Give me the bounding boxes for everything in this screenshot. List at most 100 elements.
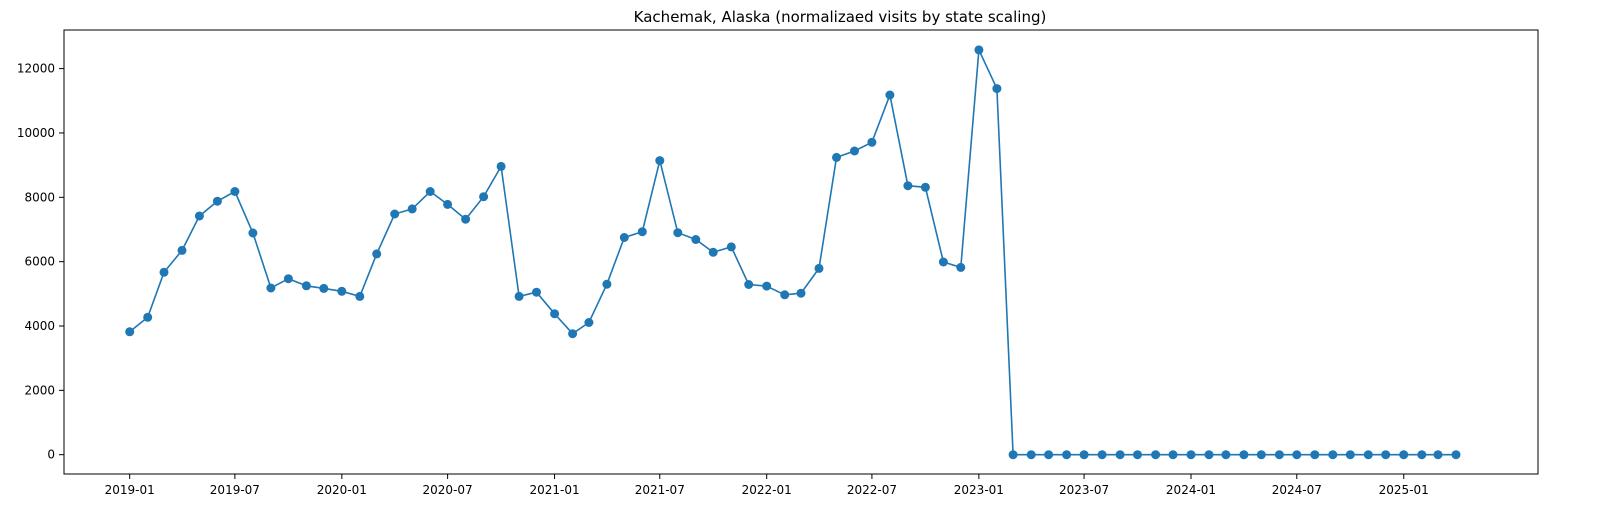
data-point bbox=[619, 233, 629, 242]
data-point bbox=[1204, 450, 1214, 460]
data-point bbox=[372, 249, 382, 259]
data-point bbox=[1310, 450, 1320, 460]
data-point bbox=[1274, 450, 1284, 460]
data-point bbox=[514, 291, 524, 301]
x-tick-label: 2022-07 bbox=[847, 483, 897, 497]
data-point bbox=[903, 181, 913, 191]
y-tick-label: 8000 bbox=[24, 190, 55, 204]
data-point bbox=[248, 228, 258, 238]
x-tick-label: 2025-01 bbox=[1379, 483, 1429, 497]
data-point bbox=[159, 267, 169, 277]
data-point bbox=[1151, 450, 1161, 460]
data-point bbox=[602, 279, 612, 289]
data-point bbox=[443, 199, 453, 209]
y-tick-label: 10000 bbox=[17, 126, 55, 140]
data-point bbox=[1256, 450, 1266, 460]
data-point bbox=[283, 274, 293, 284]
data-point bbox=[1097, 450, 1107, 460]
x-tick-label: 2019-07 bbox=[210, 483, 260, 497]
y-tick-label: 4000 bbox=[24, 319, 55, 333]
data-point bbox=[532, 287, 541, 297]
x-tick-label: 2021-07 bbox=[635, 483, 685, 497]
data-point bbox=[496, 161, 506, 171]
data-point bbox=[1328, 450, 1338, 460]
data-point bbox=[407, 204, 417, 214]
y-axis: 0 2000 4000 6000 8000 10000 12000 bbox=[17, 62, 64, 462]
x-axis: 2019-01 2019-07 2020-01 2020-07 2021-01 2021-… bbox=[105, 474, 1429, 497]
data-point bbox=[726, 242, 736, 252]
data-point bbox=[1079, 450, 1089, 460]
data-point bbox=[143, 312, 153, 322]
data-point bbox=[885, 90, 895, 100]
y-tick-label: 2000 bbox=[24, 383, 55, 397]
chart-title: Kachemak, Alaska (normalizaed visits by … bbox=[634, 8, 1047, 26]
data-point bbox=[1062, 450, 1072, 460]
data-point bbox=[1239, 450, 1249, 460]
data-point bbox=[425, 187, 435, 196]
data-point bbox=[568, 329, 578, 339]
data-point bbox=[708, 247, 718, 257]
x-tick-label: 2021-01 bbox=[529, 483, 579, 497]
data-point bbox=[230, 187, 240, 196]
data-point bbox=[1115, 450, 1125, 460]
y-tick-label: 12000 bbox=[17, 62, 55, 76]
data-point bbox=[832, 152, 841, 162]
data-point bbox=[390, 209, 400, 219]
x-tick-label: 2023-07 bbox=[1059, 483, 1109, 497]
data-point bbox=[266, 283, 276, 293]
data-point bbox=[461, 214, 471, 224]
data-point bbox=[814, 263, 824, 273]
series-line bbox=[129, 46, 1456, 456]
data-point bbox=[1433, 450, 1443, 460]
data-point bbox=[691, 235, 701, 244]
data-point bbox=[974, 45, 984, 55]
data-point bbox=[796, 288, 806, 298]
data-point bbox=[744, 280, 754, 289]
data-point bbox=[1381, 450, 1391, 460]
data-point bbox=[780, 290, 790, 300]
data-point bbox=[956, 262, 966, 272]
data-point bbox=[673, 228, 683, 238]
data-point bbox=[1451, 450, 1461, 460]
data-point bbox=[1292, 450, 1302, 460]
data-point bbox=[1221, 450, 1231, 460]
plot-area-frame bbox=[63, 29, 1539, 475]
data-point bbox=[1345, 450, 1355, 460]
x-tick-label: 2022-01 bbox=[742, 483, 792, 497]
data-point bbox=[1168, 450, 1178, 460]
data-point bbox=[550, 309, 560, 319]
data-point bbox=[194, 211, 204, 221]
data-point bbox=[1399, 450, 1409, 460]
data-point bbox=[319, 283, 329, 293]
data-point bbox=[479, 192, 489, 202]
x-tick-label: 2020-01 bbox=[317, 483, 367, 497]
series bbox=[125, 45, 1461, 460]
data-point bbox=[1026, 450, 1036, 460]
data-point bbox=[637, 227, 647, 237]
data-point bbox=[992, 84, 1002, 94]
data-point bbox=[867, 137, 877, 147]
data-point bbox=[125, 327, 135, 337]
x-tick-label: 2019-01 bbox=[105, 483, 155, 497]
data-point bbox=[938, 257, 948, 267]
data-point bbox=[920, 182, 930, 192]
data-point bbox=[584, 318, 594, 327]
data-point bbox=[212, 196, 222, 206]
data-point bbox=[301, 281, 311, 291]
y-tick-label: 6000 bbox=[24, 255, 55, 269]
y-tick-label: 0 bbox=[47, 448, 55, 462]
data-point bbox=[1008, 450, 1018, 460]
data-point bbox=[337, 286, 347, 296]
data-point bbox=[762, 281, 772, 291]
data-point bbox=[355, 291, 365, 301]
data-point bbox=[1186, 450, 1196, 460]
data-point bbox=[177, 245, 187, 255]
data-point bbox=[1417, 450, 1427, 460]
x-tick-label: 2024-07 bbox=[1272, 483, 1322, 497]
x-tick-label: 2020-07 bbox=[423, 483, 473, 497]
data-point bbox=[1363, 450, 1373, 460]
x-tick-label: 2023-01 bbox=[954, 483, 1004, 497]
data-point bbox=[655, 156, 665, 166]
data-point bbox=[850, 146, 859, 156]
